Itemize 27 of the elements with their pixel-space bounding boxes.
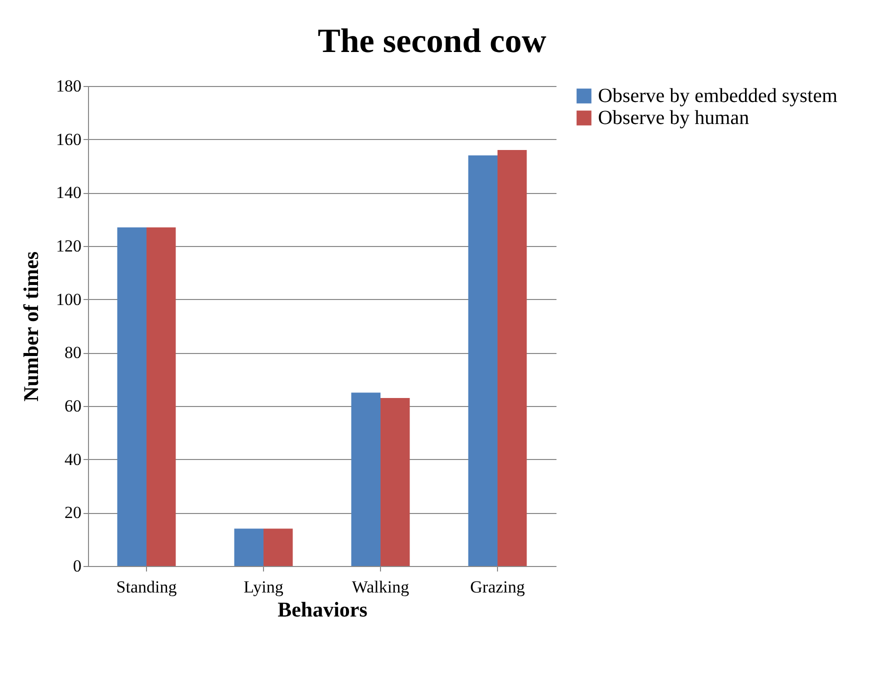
- y-tick-label: 40: [64, 450, 82, 469]
- y-axis-title: Number of times: [19, 251, 43, 402]
- x-tick-label: Walking: [352, 578, 410, 596]
- y-tick-label: 120: [56, 236, 82, 256]
- bar: [380, 398, 410, 566]
- x-axis-title: Behaviors: [278, 598, 368, 622]
- legend-label: Observe by human: [598, 107, 750, 129]
- x-tick-label: Standing: [116, 578, 178, 596]
- y-tick-label: 0: [73, 556, 82, 576]
- bar: [351, 392, 380, 566]
- y-tick-label: 100: [56, 290, 82, 309]
- bar: [117, 227, 146, 566]
- x-tick-label: Lying: [244, 578, 284, 596]
- y-tick-label: 60: [64, 396, 82, 416]
- bar: [468, 155, 498, 566]
- chart-title: The second cow: [318, 23, 547, 60]
- bar: [146, 227, 176, 566]
- bar: [264, 528, 293, 566]
- y-tick-label: 20: [64, 503, 82, 522]
- bar: [234, 528, 264, 566]
- y-tick-label: 160: [56, 130, 82, 149]
- y-tick-label: 180: [56, 76, 82, 96]
- x-tick-label: Grazing: [470, 578, 526, 596]
- y-tick-label: 80: [64, 343, 82, 362]
- y-tick-label: 140: [56, 183, 82, 202]
- legend-label: Observe by embedded system: [598, 85, 838, 107]
- bar: [498, 150, 527, 566]
